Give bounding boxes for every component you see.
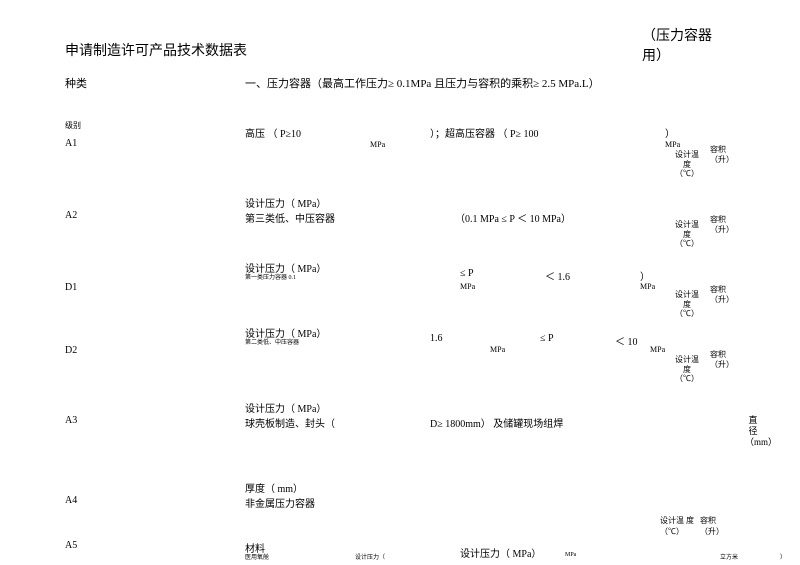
level-label: 级别	[65, 120, 81, 131]
a4-col-temp: 设计温 度（℃）	[660, 515, 700, 537]
d2-val: 1.6	[430, 333, 443, 344]
page-title: 申请制造许可产品技术数据表	[65, 40, 247, 60]
a2-line1: 设计压力（ MPa）	[245, 195, 326, 210]
a1-paren: ）	[665, 125, 675, 140]
d2-col-vol: 容积（升）	[710, 350, 726, 369]
d2-le: ≤ P	[540, 333, 554, 344]
d1-unit1: MPa	[460, 282, 475, 291]
type-text: 一、压力容器（最高工作压力≥ 0.1MPa 且压力与容积的乘积≥ 2.5 MPa…	[245, 75, 600, 91]
d1-lt: ＜ 1.6	[545, 268, 570, 283]
code-a2: A2	[65, 210, 77, 221]
a5-sub: 医用氧舱	[245, 552, 269, 561]
a2-col-vol: 容积（升）	[710, 215, 726, 234]
a1-col-temp: 设计温度（℃）	[675, 150, 699, 179]
a1-unit1: MPa	[370, 140, 385, 149]
d1-col-temp: 设计温度（℃）	[675, 290, 699, 319]
a5-col-vol: 立方米	[720, 552, 738, 561]
code-a1: A1	[65, 138, 77, 149]
a5-text: 设计压力（ MPa）	[460, 545, 541, 560]
a2-line2: 第三类低、中压容器	[245, 210, 335, 225]
a1-col-vol: 容积（升）	[710, 145, 726, 164]
type-label: 种类	[65, 75, 87, 91]
d2-lt: ＜ 10	[615, 333, 638, 348]
code-a3: A3	[65, 415, 77, 426]
a1-text2: ）；超高压容器 （ P≥ 100	[430, 125, 539, 140]
a4-line2: 非金属压力容器	[245, 495, 315, 510]
d1-sub: 第一类压力容器 0.1	[245, 272, 296, 281]
code-d1: D1	[65, 282, 77, 293]
d1-paren: ）	[640, 268, 650, 283]
d2-col-temp: 设计温度（℃）	[675, 355, 699, 384]
a5-paren: ）	[780, 552, 786, 561]
code-a5: A5	[65, 540, 77, 551]
a5-unit-m: MPa	[565, 552, 576, 558]
a1-text1: 高压 （ P≥10	[245, 125, 301, 140]
a3-text: D≥ 1800mm） 及储罐现场组焊	[430, 415, 563, 430]
code-d2: D2	[65, 345, 77, 356]
d1-le: ≤ P	[460, 268, 474, 279]
a1-unit2: MPa	[665, 140, 680, 149]
d2-sub: 第二类低、中压容器	[245, 337, 299, 346]
a4-col-vol: 容积（升）	[700, 515, 730, 537]
header-right: （压力容器用）	[642, 25, 722, 65]
d2-unit2: MPa	[650, 345, 665, 354]
code-a4: A4	[65, 495, 77, 506]
a4-line1: 厚度（ mm）	[245, 480, 303, 495]
d1-col-vol: 容积（升）	[710, 285, 726, 304]
a2-col-temp: 设计温度（℃）	[675, 220, 699, 249]
a3-col-dia: 直径（mm）	[745, 415, 761, 447]
a5-mid-label: 设计压力（	[355, 552, 385, 561]
a2-range: （0.1 MPa ≤ P ＜ 10 MPa）	[455, 210, 571, 225]
d1-unit2: MPa	[640, 282, 655, 291]
d2-unit1: MPa	[490, 345, 505, 354]
a3-line1: 设计压力（ MPa）	[245, 400, 326, 415]
a3-line2: 球壳板制造、封头（	[245, 415, 335, 430]
